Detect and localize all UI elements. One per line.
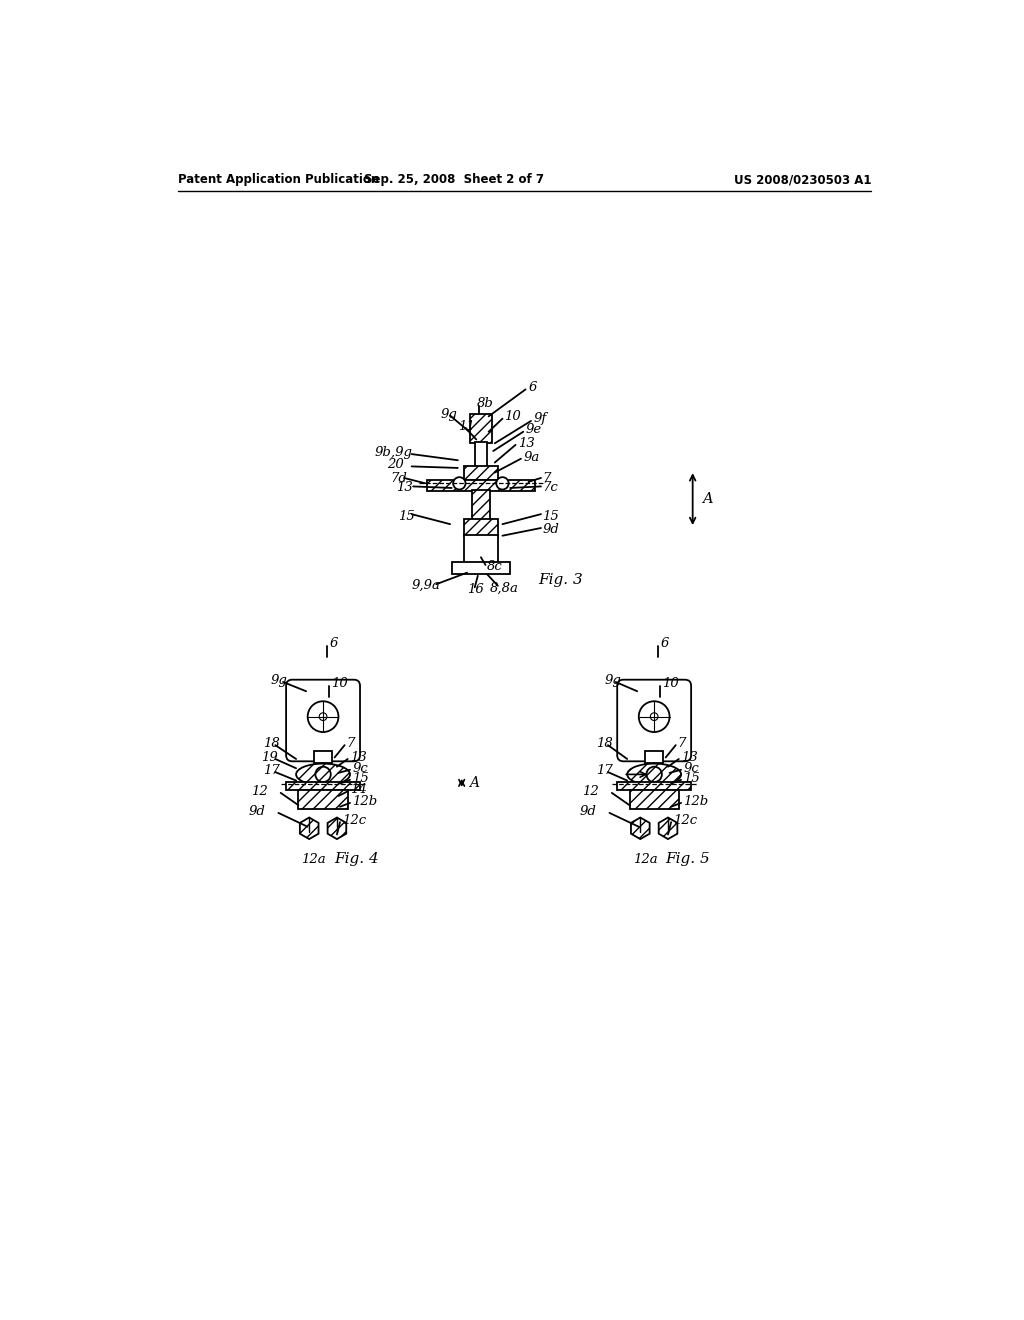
Text: 13: 13 bbox=[396, 482, 413, 495]
Circle shape bbox=[650, 713, 658, 721]
Polygon shape bbox=[328, 817, 346, 840]
Text: 9f: 9f bbox=[534, 412, 547, 425]
Text: 14: 14 bbox=[350, 783, 367, 796]
Circle shape bbox=[307, 701, 339, 733]
Text: 9g: 9g bbox=[270, 675, 288, 686]
Text: 8c: 8c bbox=[487, 560, 503, 573]
Bar bbox=[427, 480, 535, 491]
Text: 15: 15 bbox=[683, 772, 700, 785]
Text: 19: 19 bbox=[261, 751, 279, 764]
Text: 12c: 12c bbox=[342, 814, 367, 828]
Text: 10: 10 bbox=[662, 677, 679, 690]
Text: 9d: 9d bbox=[249, 805, 265, 818]
Bar bbox=[617, 781, 691, 789]
Bar bbox=[464, 519, 498, 536]
Text: 6: 6 bbox=[660, 638, 669, 649]
Text: 7: 7 bbox=[677, 737, 686, 750]
FancyBboxPatch shape bbox=[286, 680, 360, 762]
Text: 6: 6 bbox=[528, 381, 537, 395]
Text: 12b: 12b bbox=[683, 795, 709, 808]
Bar bbox=[464, 535, 498, 562]
Text: 13: 13 bbox=[350, 751, 367, 764]
Text: 15: 15 bbox=[397, 510, 415, 523]
Ellipse shape bbox=[628, 763, 681, 785]
Text: 8,8a: 8,8a bbox=[490, 582, 519, 594]
Bar bbox=[464, 519, 498, 536]
Text: 9e: 9e bbox=[525, 422, 542, 436]
Bar bbox=[464, 466, 498, 480]
Bar bbox=[472, 490, 490, 520]
Text: 6: 6 bbox=[330, 638, 338, 649]
Text: 7: 7 bbox=[543, 473, 551, 486]
Text: Patent Application Publication: Patent Application Publication bbox=[178, 173, 380, 186]
Text: 17: 17 bbox=[596, 764, 613, 777]
Text: 18: 18 bbox=[263, 737, 280, 750]
Bar bbox=[298, 789, 348, 809]
Text: 9,9a: 9,9a bbox=[412, 579, 440, 593]
Text: 20: 20 bbox=[387, 458, 403, 471]
Circle shape bbox=[639, 701, 670, 733]
Text: 9g: 9g bbox=[441, 408, 458, 421]
Bar bbox=[286, 781, 360, 789]
Bar bbox=[470, 414, 492, 444]
Bar bbox=[472, 490, 490, 520]
Text: 15: 15 bbox=[543, 510, 559, 523]
Text: 15: 15 bbox=[352, 772, 369, 785]
Bar bbox=[298, 789, 348, 809]
Text: Fig. 4: Fig. 4 bbox=[335, 853, 379, 866]
Polygon shape bbox=[300, 817, 318, 840]
Text: 9d: 9d bbox=[543, 523, 559, 536]
Text: A: A bbox=[469, 776, 479, 789]
Text: Sep. 25, 2008  Sheet 2 of 7: Sep. 25, 2008 Sheet 2 of 7 bbox=[364, 173, 544, 186]
Text: 12c: 12c bbox=[674, 814, 697, 828]
Ellipse shape bbox=[296, 763, 350, 785]
Bar bbox=[427, 480, 535, 491]
Bar bbox=[286, 781, 360, 789]
Text: 9b,9g: 9b,9g bbox=[375, 446, 413, 459]
Circle shape bbox=[315, 767, 331, 781]
Text: 11: 11 bbox=[458, 420, 474, 433]
Circle shape bbox=[319, 713, 327, 721]
Text: 16: 16 bbox=[467, 583, 483, 597]
Bar bbox=[452, 562, 510, 574]
Bar bbox=[645, 751, 664, 763]
Text: 10: 10 bbox=[331, 677, 347, 690]
Text: 9d: 9d bbox=[580, 805, 596, 818]
Text: 13: 13 bbox=[518, 437, 535, 450]
Text: 10: 10 bbox=[504, 409, 521, 422]
Polygon shape bbox=[658, 817, 677, 840]
Text: 12: 12 bbox=[582, 785, 599, 797]
Text: 9g: 9g bbox=[604, 675, 621, 686]
Bar bbox=[475, 442, 487, 469]
Text: Fig. 5: Fig. 5 bbox=[666, 853, 711, 866]
Circle shape bbox=[454, 478, 466, 490]
Text: US 2008/0230503 A1: US 2008/0230503 A1 bbox=[734, 173, 871, 186]
Bar bbox=[630, 789, 679, 809]
Text: 9c: 9c bbox=[683, 762, 699, 775]
Bar bbox=[470, 414, 492, 444]
Bar bbox=[617, 781, 691, 789]
Text: 18: 18 bbox=[596, 737, 613, 750]
Text: A: A bbox=[701, 492, 713, 506]
Circle shape bbox=[497, 478, 509, 490]
Text: 12a: 12a bbox=[633, 853, 657, 866]
Text: 12: 12 bbox=[251, 785, 267, 797]
Text: Fig. 3: Fig. 3 bbox=[539, 573, 584, 587]
Polygon shape bbox=[631, 817, 649, 840]
Text: 8b: 8b bbox=[477, 397, 494, 409]
Text: 12b: 12b bbox=[352, 795, 378, 808]
Text: 9a: 9a bbox=[523, 450, 540, 463]
Text: 9c: 9c bbox=[352, 762, 368, 775]
Circle shape bbox=[646, 767, 662, 781]
Text: 12a: 12a bbox=[301, 853, 326, 866]
Text: 7: 7 bbox=[346, 737, 354, 750]
Text: 7d: 7d bbox=[390, 473, 407, 486]
Bar bbox=[313, 751, 333, 763]
Text: 7c: 7c bbox=[543, 482, 558, 495]
FancyBboxPatch shape bbox=[617, 680, 691, 762]
Text: 13: 13 bbox=[681, 751, 698, 764]
Bar bbox=[630, 789, 679, 809]
Bar bbox=[464, 466, 498, 480]
Text: 17: 17 bbox=[263, 764, 280, 777]
